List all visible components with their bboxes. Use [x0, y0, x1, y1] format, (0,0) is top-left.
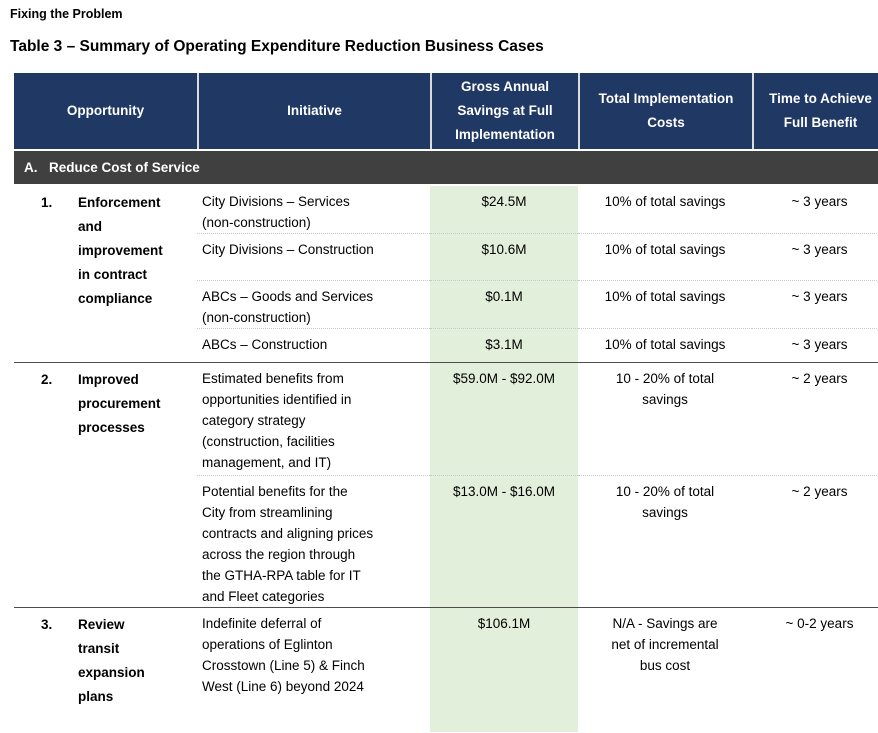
costs-cell: 10 - 20% of total savings	[578, 363, 752, 476]
savings-cell: $0.1M	[430, 281, 578, 329]
table-header-row: Opportunity Initiative Gross Annual Savi…	[14, 73, 878, 151]
initiative-cell: ABCs – Goods and Services (non-construct…	[197, 281, 430, 329]
opportunity-cell-2: 2. Improved procurement processes	[14, 363, 197, 607]
costs-cell: 10% of total savings	[578, 234, 752, 281]
time-cell: ~ 0-2 years	[785, 616, 854, 631]
time-cell: ~ 2 years	[791, 484, 848, 499]
time-cell: ~ 2 years	[752, 363, 878, 476]
time-cell: ~ 3 years	[752, 186, 878, 234]
opportunity-label: Enforcement and improvement in contract …	[78, 195, 163, 306]
costs-cell: 10% of total savings	[578, 281, 752, 329]
table-group-2: 2. Improved procurement processes Estima…	[14, 363, 878, 608]
table-group-3: 3. Review transit expansion plans Indefi…	[14, 608, 878, 732]
initiative-cell: Indefinite deferral of operations of Egl…	[202, 616, 365, 694]
initiative-cell: City Divisions – Services (non-construct…	[197, 186, 430, 234]
section-title: Reduce Cost of Service	[49, 160, 200, 175]
opportunity-number: 1.	[41, 195, 53, 210]
opportunity-number: 3.	[41, 617, 53, 632]
opportunity-label: Review transit expansion plans	[78, 617, 145, 704]
table-body: 1. Enforcement and improvement in contra…	[14, 186, 878, 732]
section-letter: A.	[24, 160, 38, 175]
initiative-cell: City Divisions – Construction	[197, 234, 430, 281]
time-cell: ~ 3 years	[752, 281, 878, 329]
initiative-cell: ABCs – Construction	[202, 337, 328, 352]
page-heading: Fixing the Problem	[10, 7, 123, 21]
column-header-time-to-achieve: Time to Achieve Full Benefit	[752, 73, 878, 149]
costs-cell: 10% of total savings	[604, 337, 726, 352]
table-title: Table 3 – Summary of Operating Expenditu…	[10, 38, 544, 55]
initiative-cell: Potential benefits for the City from str…	[202, 484, 374, 604]
initiative-cell: Estimated benefits from opportunities id…	[197, 363, 430, 476]
section-header-reduce-cost-of-service: A. Reduce Cost of Service	[14, 151, 878, 186]
opportunity-number: 2.	[41, 372, 53, 387]
table-group-1: 1. Enforcement and improvement in contra…	[14, 186, 878, 363]
savings-cell: $10.6M	[430, 234, 578, 281]
column-header-gross-annual-savings: Gross Annual Savings at Full Implementat…	[430, 73, 578, 149]
opportunity-cell-1: 1. Enforcement and improvement in contra…	[14, 186, 197, 362]
savings-cell: $13.0M - $16.0M	[430, 476, 578, 607]
time-cell: ~ 3 years	[752, 234, 878, 281]
costs-cell: 10% of total savings	[578, 186, 752, 234]
column-header-total-implementation-costs: Total Implementation Costs	[578, 73, 752, 149]
time-cell: ~ 3 years	[791, 337, 848, 352]
column-header-initiative: Initiative	[197, 73, 430, 149]
column-header-opportunity: Opportunity	[66, 103, 145, 118]
opportunity-label: Improved procurement processes	[78, 372, 161, 435]
costs-cell: 10 - 20% of total savings	[615, 484, 715, 520]
opportunity-cell-3: 3. Review transit expansion plans	[14, 608, 197, 732]
savings-cell: $59.0M - $92.0M	[430, 363, 578, 476]
summary-table: Opportunity Initiative Gross Annual Savi…	[14, 73, 878, 732]
savings-cell: $24.5M	[430, 186, 578, 234]
savings-cell: $3.1M	[430, 329, 578, 362]
savings-cell: $106.1M	[430, 608, 578, 732]
costs-cell: N/A - Savings are net of incremental bus…	[611, 616, 719, 673]
